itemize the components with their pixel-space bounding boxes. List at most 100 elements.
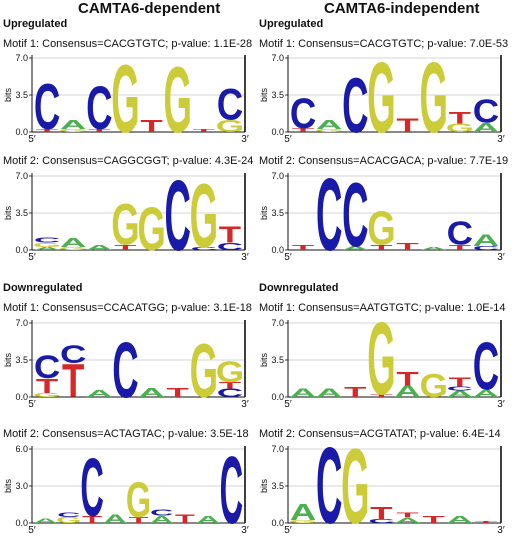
logo-letter-t: T [140, 117, 163, 137]
logo-letter-a: A [34, 517, 58, 525]
y-tick-label: 3.5 [15, 355, 28, 365]
logo-letter-g: G [190, 328, 218, 409]
y-axis-label: bits [259, 88, 269, 103]
logo-letter-g: G [163, 52, 191, 144]
three-prime-label: 3′ [241, 525, 249, 535]
motif-label: Motif 1: Consensus=CACGTGTC; p-value: 1.… [3, 38, 253, 50]
y-tick-label: 3.0 [15, 481, 28, 491]
five-prime-label: 5′ [28, 399, 36, 409]
y-tick-label: 3.5 [15, 208, 28, 218]
logo-letter-g: G [367, 52, 395, 144]
logo-letter-t: T [344, 384, 366, 400]
logo-letter-c: C [447, 215, 473, 252]
logo-letter-a: A [473, 231, 499, 249]
y-tick-label: 6.0 [15, 444, 28, 454]
logo-letter-g: G [216, 357, 244, 390]
logo-letter-g: G [216, 117, 244, 137]
logo-letter-a: A [316, 117, 343, 132]
y-tick-label: 3.5 [271, 355, 284, 365]
logo-letter-a: A [86, 243, 112, 251]
motif-label: Motif 1: Consensus=CCACATGG; p-value: 3.… [3, 302, 252, 314]
y-tick-label: 7.0 [271, 171, 284, 181]
logo-letter-g: G [59, 246, 87, 251]
five-prime-label: 5′ [284, 399, 292, 409]
logo-letter-c: C [164, 170, 190, 262]
y-tick-label: 0.0 [271, 127, 284, 137]
logo-letter-t: T [370, 503, 393, 523]
logo-letter-t: T [370, 243, 392, 251]
y-tick-label: 0.0 [271, 392, 284, 402]
logo-letter-a: A [290, 386, 316, 399]
logo-letter-g: G [33, 241, 61, 248]
logo-letter-t: T [114, 243, 136, 251]
y-axis-label: bits [259, 206, 269, 221]
logo-letter-c: C [342, 170, 368, 262]
motif-label: Motif 1: Consensus=AATGTGTC; p-value: 1.… [259, 302, 506, 314]
five-prime-label: 5′ [28, 525, 36, 535]
y-tick-label: 0.0 [271, 518, 284, 528]
logo-letter-c: C [473, 329, 499, 405]
logo-letter-t: T [82, 514, 102, 526]
three-prime-label: 3′ [241, 399, 249, 409]
logo-letter-g: G [190, 170, 218, 262]
y-tick-label: 3.5 [271, 481, 284, 491]
section-downregulated-left: Downregulated [3, 282, 83, 294]
five-prime-label: 5′ [284, 134, 292, 144]
logo-letter-c: C [217, 79, 243, 129]
logo-letter-a: A [104, 513, 128, 526]
logo-letter-t: T [88, 128, 110, 133]
logo-letter-t: T [175, 513, 195, 526]
logo-letter-c: C [34, 350, 60, 386]
y-axis-label: bits [3, 206, 13, 221]
logo-letter-g: G [446, 121, 474, 134]
y-tick-label: 7.0 [15, 171, 28, 181]
logo-letter-c: C [473, 245, 500, 252]
logo-letter-c: C [220, 443, 243, 535]
y-tick-label: 0.0 [15, 518, 28, 528]
logo-letter-t: T [292, 127, 314, 134]
logo-letter-c: C [86, 73, 112, 142]
logo-letter-a: A [60, 235, 87, 250]
y-axis-label: bits [3, 88, 13, 103]
logo-letter-t: T [423, 514, 446, 525]
logo-letter-a: A [196, 514, 219, 526]
logo-letter-c: C [80, 443, 103, 534]
logo-letter-c: C [34, 71, 60, 144]
three-prime-label: 3′ [241, 134, 249, 144]
logo-letter-g: G [56, 515, 81, 525]
three-prime-label: 3′ [497, 399, 505, 409]
logo-letter-a: A [150, 514, 173, 526]
logo-letter-c: C [112, 326, 138, 409]
logo-letter-t: T [292, 243, 314, 251]
logo-letter-c: C [217, 386, 243, 399]
col-title-dependent: CAMTA6-dependent [78, 0, 221, 17]
logo-letter-a: A [447, 514, 473, 525]
y-tick-label: 7.0 [15, 318, 28, 328]
section-upregulated-left: Upregulated [3, 18, 68, 30]
logo-letter-t: T [396, 116, 419, 137]
logo-letter-t: T [449, 243, 471, 251]
y-axis-label: bits [3, 353, 13, 368]
logo-letter-a: A [60, 117, 87, 132]
logo-letter-c: C [342, 62, 368, 144]
section-downregulated-right: Downregulated [259, 282, 339, 294]
logo-letter-g: G [419, 367, 447, 404]
logo-letter-g: G [419, 52, 447, 144]
logo-letter-t: T [219, 221, 242, 248]
logo-letter-a: A [290, 498, 316, 525]
logo-letter-t: T [396, 241, 419, 252]
logo-letter-t: T [449, 109, 471, 127]
logo-letter-a: A [86, 388, 112, 399]
logo-letter-t: T [62, 355, 85, 407]
y-tick-label: 7.0 [271, 53, 284, 63]
logo-letter-t: T [36, 375, 58, 398]
logo-letter-a: A [394, 382, 420, 400]
logo-letter-c: C [316, 443, 342, 535]
logo-letter-g: G [341, 443, 369, 535]
motif-label: Motif 2: Consensus=ACGTATAT; p-value: 6.… [259, 428, 501, 440]
logo-letter-g: G [111, 193, 139, 258]
y-axis-label: bits [259, 353, 269, 368]
